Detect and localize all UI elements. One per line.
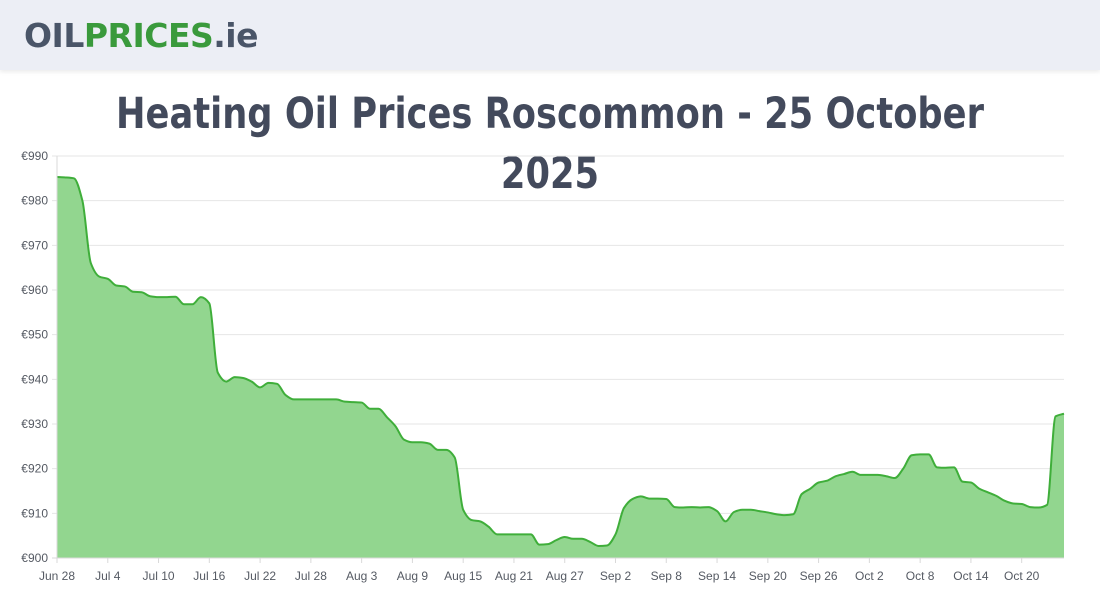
x-tick-label: Jul 22 [244,569,276,583]
x-tick-label: Oct 2 [855,569,884,583]
x-tick-label: Jul 10 [143,569,175,583]
x-tick-label: Sep 8 [651,569,683,583]
x-tick-label: Aug 21 [495,569,533,583]
x-tick-label: Sep 14 [698,569,736,583]
price-line [56,175,1065,547]
y-tick-label: €980 [21,194,48,208]
y-tick-label: €960 [21,283,48,297]
price-area [57,176,1064,559]
y-tick-label: €990 [21,149,48,163]
y-tick-label: €910 [21,506,48,520]
y-tick-label: €930 [21,417,48,431]
y-tick-label: €970 [21,238,48,252]
y-tick-label: €950 [21,328,48,342]
x-tick-label: Sep 20 [749,569,787,583]
logo-domain-text: .ie [213,16,258,55]
site-logo[interactable]: OILPRICES.ie [24,14,258,58]
x-tick-label: Aug 27 [546,569,584,583]
y-tick-label: €900 [21,551,48,565]
x-tick-label: Jul 16 [193,569,225,583]
x-tick-label: Sep 26 [800,569,838,583]
x-axis-ticks: Jun 28 Jul 4 Jul 10 Jul 16 Jul 22 Jul 28 Aug 3… [39,558,1040,583]
x-tick-label: Oct 20 [1004,569,1040,583]
x-tick-label: Sep 2 [600,569,632,583]
x-tick-label: Aug 9 [397,569,429,583]
y-tick-label: €940 [21,372,48,386]
logo-oil-text: OIL [24,16,84,55]
logo-prices-text: PRICES [83,16,214,55]
x-tick-label: Aug 3 [346,569,378,583]
page-title: Heating Oil Prices Roscommon - 25 Octobe… [116,89,984,199]
x-tick-label: Jun 28 [39,569,75,583]
x-tick-label: Oct 14 [953,569,989,583]
y-tick-label: €920 [21,462,48,476]
x-tick-label: Jul 28 [295,569,327,583]
x-tick-label: Jul 4 [95,569,121,583]
x-tick-label: Aug 15 [444,569,482,583]
x-tick-label: Oct 8 [906,569,935,583]
site-header: OILPRICES.ie [0,0,1100,70]
y-axis-ticks: €990 €980 €970 €960 €950 €940 €930 €920 €910 €900 [21,149,48,565]
price-chart: €990 €980 €970 €960 €950 €940 €930 €920 €910 €900… [21,149,1065,583]
